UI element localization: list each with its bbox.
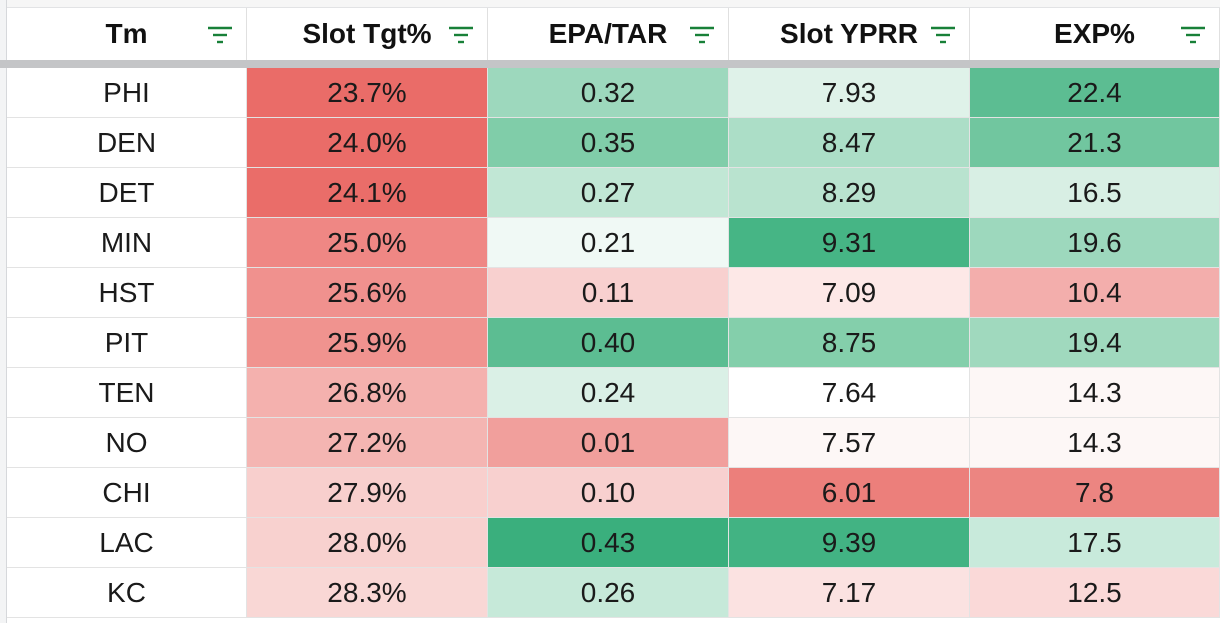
cell-slot-tgt[interactable]: 23.7% bbox=[247, 68, 488, 118]
cell-team[interactable]: TEN bbox=[7, 368, 247, 418]
cell-exp[interactable]: 7.8 bbox=[970, 468, 1220, 518]
cell-slot-tgt[interactable]: 26.8% bbox=[247, 368, 488, 418]
cell-team[interactable]: DET bbox=[7, 168, 247, 218]
cell-slot-tgt[interactable]: 25.6% bbox=[247, 268, 488, 318]
cell-exp[interactable]: 10.4 bbox=[970, 268, 1220, 318]
cell-epa-tar[interactable]: 0.11 bbox=[488, 268, 729, 318]
table-row: PHI 23.7% 0.32 7.93 22.4 bbox=[7, 68, 1220, 118]
header-cell-slot-tgt[interactable]: Slot Tgt% bbox=[247, 8, 488, 60]
cell-slot-yprr[interactable]: 8.29 bbox=[729, 168, 970, 218]
cell-epa-tar[interactable]: 0.35 bbox=[488, 118, 729, 168]
cell-slot-yprr[interactable]: 7.09 bbox=[729, 268, 970, 318]
cell-exp[interactable]: 22.4 bbox=[970, 68, 1220, 118]
cell-epa-tar[interactable]: 0.40 bbox=[488, 318, 729, 368]
filter-icon[interactable] bbox=[688, 24, 716, 46]
table-row: DEN 24.0% 0.35 8.47 21.3 bbox=[7, 118, 1220, 168]
row-header-strip bbox=[0, 0, 7, 623]
cell-team[interactable]: PIT bbox=[7, 318, 247, 368]
cell-slot-yprr[interactable]: 9.31 bbox=[729, 218, 970, 268]
table-row: HST 25.6% 0.11 7.09 10.4 bbox=[7, 268, 1220, 318]
header-cell-tm[interactable]: Tm bbox=[7, 8, 247, 60]
cell-exp[interactable]: 21.3 bbox=[970, 118, 1220, 168]
cell-slot-yprr[interactable]: 7.64 bbox=[729, 368, 970, 418]
cell-slot-yprr[interactable]: 8.47 bbox=[729, 118, 970, 168]
cell-exp[interactable]: 16.5 bbox=[970, 168, 1220, 218]
cell-team[interactable]: KC bbox=[7, 568, 247, 618]
cell-team[interactable]: DEN bbox=[7, 118, 247, 168]
filter-icon[interactable] bbox=[447, 24, 475, 46]
cell-slot-yprr[interactable]: 7.93 bbox=[729, 68, 970, 118]
table-row: NO 27.2% 0.01 7.57 14.3 bbox=[7, 418, 1220, 468]
cell-epa-tar[interactable]: 0.01 bbox=[488, 418, 729, 468]
cell-epa-tar[interactable]: 0.27 bbox=[488, 168, 729, 218]
table-row: KC 28.3% 0.26 7.17 12.5 bbox=[7, 568, 1220, 618]
column-header-strip bbox=[0, 0, 1220, 8]
cell-exp[interactable]: 19.6 bbox=[970, 218, 1220, 268]
cell-slot-tgt[interactable]: 24.1% bbox=[247, 168, 488, 218]
cell-epa-tar[interactable]: 0.10 bbox=[488, 468, 729, 518]
cell-exp[interactable]: 19.4 bbox=[970, 318, 1220, 368]
cell-slot-tgt[interactable]: 27.9% bbox=[247, 468, 488, 518]
cell-slot-tgt[interactable]: 25.9% bbox=[247, 318, 488, 368]
cell-team[interactable]: LAC bbox=[7, 518, 247, 568]
cell-slot-tgt[interactable]: 24.0% bbox=[247, 118, 488, 168]
cell-slot-tgt[interactable]: 28.0% bbox=[247, 518, 488, 568]
table-row: PIT 25.9% 0.40 8.75 19.4 bbox=[7, 318, 1220, 368]
cell-slot-yprr[interactable]: 9.39 bbox=[729, 518, 970, 568]
cell-slot-tgt[interactable]: 25.0% bbox=[247, 218, 488, 268]
table-row: MIN 25.0% 0.21 9.31 19.6 bbox=[7, 218, 1220, 268]
cell-epa-tar[interactable]: 0.26 bbox=[488, 568, 729, 618]
header-label-epa-tar: EPA/TAR bbox=[548, 18, 668, 49]
cell-team[interactable]: HST bbox=[7, 268, 247, 318]
cell-slot-yprr[interactable]: 6.01 bbox=[729, 468, 970, 518]
cell-epa-tar[interactable]: 0.32 bbox=[488, 68, 729, 118]
table-row: DET 24.1% 0.27 8.29 16.5 bbox=[7, 168, 1220, 218]
cell-slot-yprr[interactable]: 8.75 bbox=[729, 318, 970, 368]
header-row: Tm Slot Tgt% EPA/TAR Slot YPR bbox=[7, 8, 1220, 60]
cell-slot-tgt[interactable]: 28.3% bbox=[247, 568, 488, 618]
cell-team[interactable]: CHI bbox=[7, 468, 247, 518]
cell-team[interactable]: MIN bbox=[7, 218, 247, 268]
header-label-tm: Tm bbox=[105, 18, 148, 49]
cell-exp[interactable]: 14.3 bbox=[970, 418, 1220, 468]
filter-icon[interactable] bbox=[929, 24, 957, 46]
header-label-exp: EXP% bbox=[1054, 18, 1135, 49]
cell-exp[interactable]: 17.5 bbox=[970, 518, 1220, 568]
cell-team[interactable]: PHI bbox=[7, 68, 247, 118]
frozen-row-divider[interactable] bbox=[0, 60, 1220, 68]
cell-epa-tar[interactable]: 0.21 bbox=[488, 218, 729, 268]
cell-team[interactable]: NO bbox=[7, 418, 247, 468]
cell-exp[interactable]: 14.3 bbox=[970, 368, 1220, 418]
cell-slot-yprr[interactable]: 7.57 bbox=[729, 418, 970, 468]
table-row: CHI 27.9% 0.10 6.01 7.8 bbox=[7, 468, 1220, 518]
table-row: LAC 28.0% 0.43 9.39 17.5 bbox=[7, 518, 1220, 568]
cell-exp[interactable]: 12.5 bbox=[970, 568, 1220, 618]
table-body: PHI 23.7% 0.32 7.93 22.4 DEN 24.0% 0.35 8.47 21.3… bbox=[7, 68, 1220, 618]
cell-slot-tgt[interactable]: 27.2% bbox=[247, 418, 488, 468]
cell-epa-tar[interactable]: 0.43 bbox=[488, 518, 729, 568]
filter-icon[interactable] bbox=[1179, 24, 1207, 46]
cell-epa-tar[interactable]: 0.24 bbox=[488, 368, 729, 418]
filter-icon[interactable] bbox=[206, 24, 234, 46]
header-cell-epa-tar[interactable]: EPA/TAR bbox=[488, 8, 729, 60]
table-row: TEN 26.8% 0.24 7.64 14.3 bbox=[7, 368, 1220, 418]
cell-slot-yprr[interactable]: 7.17 bbox=[729, 568, 970, 618]
header-label-slot-tgt: Slot Tgt% bbox=[302, 18, 432, 49]
header-cell-exp[interactable]: EXP% bbox=[970, 8, 1220, 60]
header-cell-slot-yprr[interactable]: Slot YPRR bbox=[729, 8, 970, 60]
header-label-slot-yprr: Slot YPRR bbox=[780, 18, 918, 49]
